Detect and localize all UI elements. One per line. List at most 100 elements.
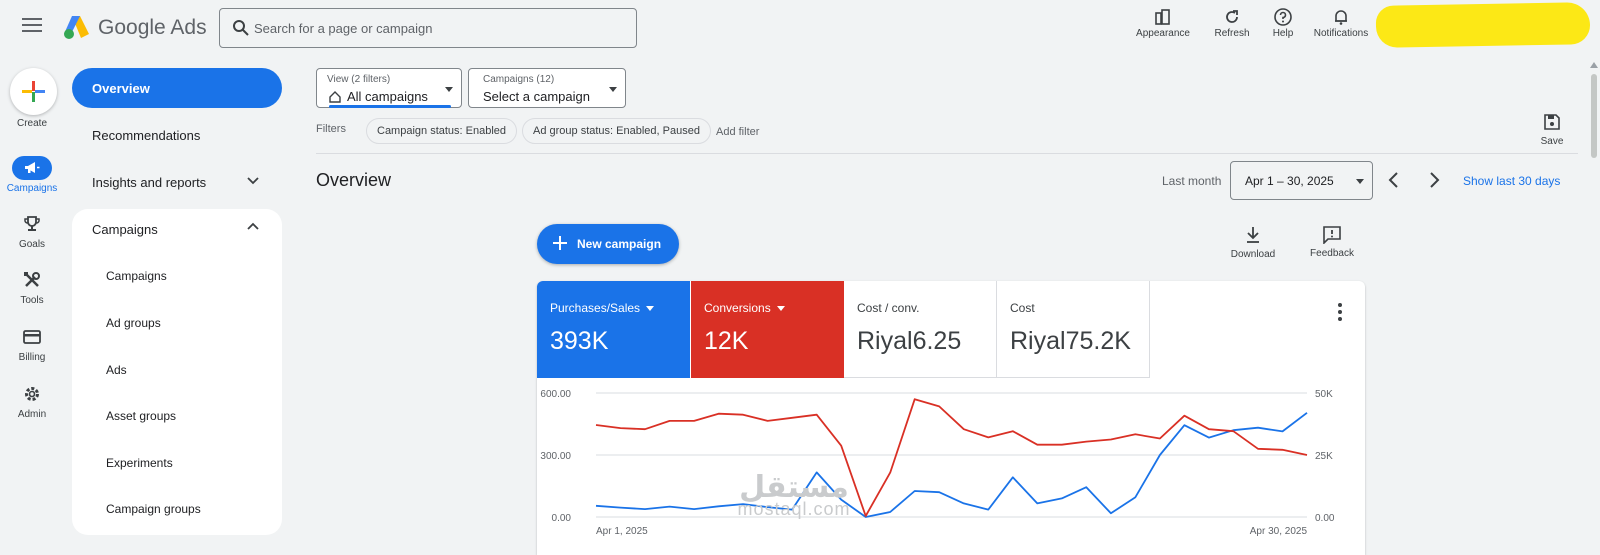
- rail-label-tools: Tools: [20, 295, 44, 306]
- brand-name: Google Ads: [98, 16, 207, 39]
- date-range-selector[interactable]: Apr 1 – 30, 2025: [1230, 161, 1373, 200]
- help-icon: [1274, 8, 1292, 26]
- filter-chip-ad-group-status[interactable]: Ad group status: Enabled, Paused: [522, 118, 711, 144]
- nav-subitem-ad-groups[interactable]: Ad groups: [106, 316, 161, 330]
- trophy-icon: [24, 216, 40, 231]
- refresh-button[interactable]: Refresh: [1208, 6, 1256, 39]
- y-right-tick-label: 0.00: [1315, 513, 1335, 524]
- campaign-selector[interactable]: Campaigns (12) Select a campaign: [468, 68, 626, 108]
- series-line-conversions: [595, 398, 1308, 517]
- appearance-label: Appearance: [1136, 28, 1190, 39]
- gear-icon: [25, 387, 39, 401]
- rail-label-billing: Billing: [18, 352, 46, 363]
- scroll-up-icon[interactable]: [1590, 62, 1598, 68]
- new-campaign-button[interactable]: New campaign: [537, 224, 679, 264]
- rail-item-campaigns[interactable]: Campaigns: [0, 156, 64, 196]
- rail-item-billing[interactable]: Billing: [0, 325, 64, 365]
- line-chart: 0.00 300.00 600.00 0.00 25K 50K Apr 1, 2025 Apr…: [540, 389, 1335, 537]
- search-box[interactable]: [219, 8, 637, 48]
- y-left-tick-label: 600.00: [540, 389, 571, 400]
- show-last-30-days-link[interactable]: Show last 30 days: [1463, 174, 1561, 188]
- add-filter-button[interactable]: Add filter: [716, 126, 760, 138]
- save-icon: [1544, 114, 1560, 130]
- metric-purchases-sales[interactable]: Purchases/Sales 393K: [537, 281, 690, 378]
- view-selector[interactable]: View (2 filters) All campaigns: [316, 68, 462, 108]
- metric-name: Cost / conv.: [857, 301, 920, 315]
- appearance-button[interactable]: Appearance: [1132, 6, 1194, 39]
- help-label: Help: [1272, 28, 1294, 39]
- refresh-icon: [1226, 10, 1238, 23]
- create-button[interactable]: [10, 68, 57, 115]
- rail-item-admin[interactable]: Admin: [0, 382, 64, 422]
- nav-group-header-campaigns[interactable]: Campaigns: [92, 222, 158, 237]
- feedback-label: Feedback: [1310, 248, 1354, 259]
- plus-icon: [553, 236, 567, 250]
- y-left-tick-label: 300.00: [540, 451, 571, 462]
- account-info-redacted[interactable]: [1375, 2, 1591, 48]
- rail-item-goals[interactable]: Goals: [0, 212, 64, 252]
- dropdown-caret-icon: [776, 306, 785, 312]
- create-label: Create: [16, 118, 47, 129]
- rail-item-tools[interactable]: Tools: [0, 268, 64, 308]
- chevron-up-icon[interactable]: [246, 221, 260, 231]
- date-range-label: Last month: [1162, 174, 1222, 188]
- scrollbar-thumb[interactable]: [1591, 74, 1597, 158]
- notifications-button[interactable]: Notifications: [1309, 6, 1373, 39]
- x-tick-label: Apr 30, 2025: [1250, 526, 1308, 537]
- campaign-selector-label: Campaigns (12): [483, 74, 555, 85]
- page-title: Overview: [316, 170, 392, 190]
- date-range-value: Apr 1 – 30, 2025: [1245, 174, 1334, 188]
- rail-label-campaigns: Campaigns: [6, 183, 58, 194]
- metric-name: Conversions: [704, 301, 771, 315]
- home-icon: [329, 91, 341, 103]
- search-input[interactable]: [254, 9, 624, 47]
- view-selector-label: View (2 filters): [327, 74, 391, 85]
- campaign-selector-value: Select a campaign: [483, 89, 590, 104]
- save-label: Save: [1540, 136, 1564, 147]
- nav-subitem-campaigns[interactable]: Campaigns: [106, 269, 167, 283]
- metric-cost-per-conv[interactable]: Cost / conv. Riyal6.25: [844, 281, 997, 378]
- feedback-icon: [1323, 226, 1341, 245]
- metric-value: 12K: [704, 327, 749, 355]
- previous-period-icon[interactable]: [1384, 170, 1404, 190]
- filter-chip-campaign-status[interactable]: Campaign status: Enabled: [366, 118, 518, 144]
- google-ads-logo[interactable]: [62, 14, 90, 40]
- watermark-latin: mostaql.com: [737, 499, 851, 519]
- download-button[interactable]: Download: [1228, 226, 1278, 260]
- nav-subitem-asset-groups[interactable]: Asset groups: [106, 409, 177, 423]
- main-menu-icon[interactable]: [22, 18, 42, 34]
- megaphone-icon: [25, 162, 40, 173]
- campaigns-nav-group: Campaigns Campaigns Ad groups Ads Asset …: [72, 209, 282, 535]
- chevron-down-icon: [247, 177, 259, 185]
- nav-item-recommendations[interactable]: Recommendations: [92, 128, 201, 143]
- help-button[interactable]: Help: [1268, 6, 1298, 39]
- scrollbar[interactable]: [1590, 62, 1598, 555]
- refresh-label: Refresh: [1214, 28, 1250, 39]
- nav-item-overview[interactable]: Overview: [72, 68, 282, 108]
- nav-subitem-ads[interactable]: Ads: [106, 363, 127, 377]
- new-campaign-label: New campaign: [577, 237, 662, 251]
- feedback-button[interactable]: Feedback: [1306, 226, 1358, 259]
- dropdown-caret-icon: [445, 87, 453, 92]
- metric-name: Cost: [1010, 301, 1035, 315]
- divider: [316, 153, 1578, 154]
- dropdown-caret-icon: [1356, 179, 1364, 184]
- more-options-icon[interactable]: [1335, 303, 1345, 321]
- series-line-purchases-sales: [595, 412, 1308, 518]
- save-button[interactable]: Save: [1538, 114, 1566, 147]
- nav-label-insights: Insights and reports: [92, 175, 207, 190]
- metric-cost[interactable]: Cost Riyal75.2K: [997, 281, 1150, 378]
- rail-label-admin: Admin: [17, 409, 47, 420]
- x-tick-label: Apr 1, 2025: [596, 526, 648, 537]
- y-right-tick-label: 25K: [1315, 451, 1333, 462]
- nav-item-insights-and-reports[interactable]: Insights and reports: [72, 162, 282, 202]
- view-selector-underline: [329, 105, 451, 108]
- y-left-tick-label: 0.00: [552, 513, 572, 524]
- nav-subitem-campaign-groups[interactable]: Campaign groups: [106, 502, 201, 516]
- nav-subitem-experiments[interactable]: Experiments: [106, 456, 173, 470]
- bell-icon: [1335, 10, 1347, 25]
- next-period-icon[interactable]: [1424, 170, 1444, 190]
- metric-value: 393K: [550, 327, 609, 355]
- watermark-arabic: مستقل: [739, 470, 849, 505]
- metric-conversions[interactable]: Conversions 12K: [691, 281, 844, 378]
